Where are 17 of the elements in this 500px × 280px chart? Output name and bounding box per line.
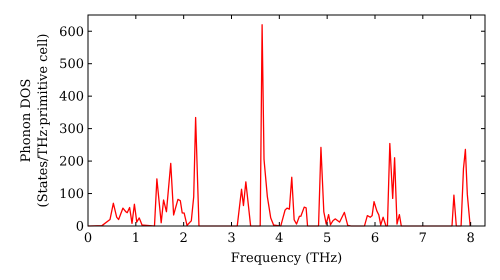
x-tick-label: 2 — [180, 231, 188, 246]
y-tick-label: 500 — [59, 57, 84, 72]
x-axis-title: Frequency (THz) — [230, 251, 342, 266]
x-tick-label: 5 — [323, 231, 332, 246]
y-tick-label: 0 — [76, 220, 84, 235]
x-tick-label: 1 — [132, 231, 140, 246]
y-tick-label: 300 — [59, 122, 84, 138]
y-tick-label: 200 — [59, 154, 84, 170]
x-tick-label: 3 — [227, 231, 236, 246]
x-tick-label: 8 — [466, 231, 475, 246]
x-tick-label: 6 — [370, 231, 380, 246]
y-tick-label: 400 — [59, 90, 84, 105]
y-tick-label: 100 — [59, 187, 84, 202]
x-tick-label: 4 — [275, 231, 284, 246]
y-axis-title: Phonon DOS (States/THz·primitive cell) — [19, 33, 51, 208]
y-tick-label: 600 — [59, 24, 84, 40]
x-tick-label: 7 — [418, 231, 427, 246]
